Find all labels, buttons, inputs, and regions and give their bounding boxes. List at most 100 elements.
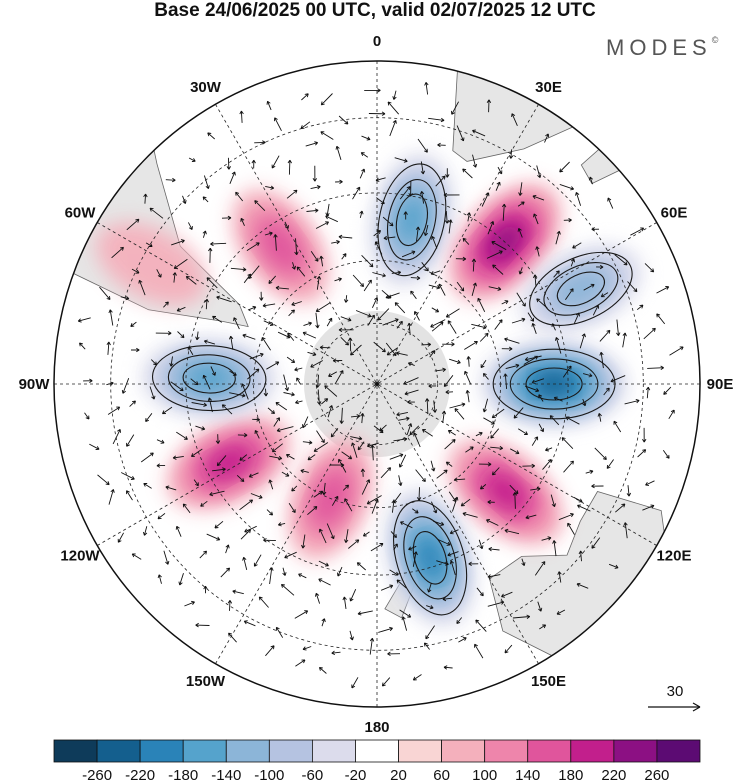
wind-arrow (669, 346, 684, 356)
anomaly-field (54, 61, 700, 707)
wind-arrow (385, 342, 397, 357)
wind-arrow (444, 210, 450, 224)
wind-arrow (348, 539, 360, 549)
wind-arrow (494, 319, 503, 330)
wind-arrow (567, 522, 575, 535)
wind-arrow (342, 484, 350, 491)
wind-arrow (531, 322, 537, 334)
wind-arrow (350, 344, 362, 356)
wind-arrow (401, 250, 416, 258)
wind-arrow (182, 503, 191, 514)
wind-arrow (229, 370, 237, 376)
wind-arrow (579, 333, 586, 349)
wind-arrow (518, 267, 523, 275)
wind-arrow (337, 566, 343, 577)
wind-arrow (254, 430, 260, 439)
wind-arrow (229, 392, 246, 398)
wind-arrow (170, 381, 184, 392)
wind-arrow (126, 434, 135, 447)
wind-arrow (130, 321, 137, 327)
wind-arrow (321, 618, 326, 627)
wind-arrow (622, 332, 627, 348)
wind-arrow (150, 359, 158, 366)
modes-logo: MODES© (606, 35, 718, 61)
wind-arrow (339, 407, 344, 424)
wind-arrow (539, 624, 547, 630)
anomaly-center-8 (141, 339, 277, 418)
wind-arrow (531, 436, 539, 446)
wind-arrow (424, 82, 429, 95)
wind-arrow (129, 400, 136, 407)
wind-arrow (156, 463, 166, 468)
colorbar-tick-label: -260 (82, 767, 112, 783)
wind-arrow (228, 335, 234, 350)
wind-arrow (393, 437, 408, 442)
wind-arrow (614, 254, 628, 266)
wind-arrow (216, 295, 232, 303)
wind-arrow (207, 132, 215, 140)
colorbar-tick-label: -180 (168, 767, 198, 783)
wind-arrow (204, 298, 209, 310)
wind-arrow (377, 308, 390, 321)
wind-arrow (513, 407, 524, 419)
wind-arrow (396, 411, 408, 417)
wind-arrow (319, 255, 324, 267)
wind-arrow (479, 484, 487, 490)
wind-arrow (184, 600, 195, 607)
wind-arrow (482, 398, 489, 413)
wind-arrow (550, 494, 556, 508)
lat-lon-grid (54, 61, 700, 707)
wind-arrow (492, 264, 504, 275)
wind-arrow (373, 341, 386, 353)
wind-arrow (393, 492, 402, 504)
colorbar-swatch (484, 739, 529, 763)
wind-arrow (565, 416, 580, 425)
wind-arrow (438, 283, 446, 296)
wind-arrow (320, 131, 334, 140)
wind-arrow (370, 543, 384, 552)
wind-arrow (185, 275, 197, 285)
wind-arrow (117, 532, 124, 543)
wind-arrow (242, 333, 256, 340)
wind-arrow (626, 485, 632, 497)
wind-arrow (400, 521, 413, 529)
wind-arrow (380, 467, 392, 479)
wind-arrow (430, 460, 436, 472)
wind-arrow (607, 197, 614, 209)
wind-arrow (432, 520, 445, 526)
wind-arrow (169, 356, 174, 367)
wind-arrow (341, 253, 347, 260)
wind-arrow (456, 617, 463, 625)
wind-arrow (318, 528, 327, 544)
wind-arrow (281, 471, 290, 477)
meridian-label-120w: 120W (60, 548, 100, 565)
wind-arrow (320, 93, 333, 106)
wind-arrow (415, 469, 426, 483)
wind-arrow (356, 562, 366, 571)
wind-arrow (190, 448, 203, 457)
wind-arrow (663, 386, 672, 395)
wind-arrow (486, 250, 503, 259)
wind-arrow (343, 295, 349, 303)
wind-arrow (576, 582, 589, 589)
wind-arrow (112, 429, 121, 445)
wind-arrow (315, 302, 331, 312)
wind-arrow (549, 415, 560, 426)
wind-arrow (582, 398, 587, 407)
contour-center-5 (393, 500, 468, 616)
wind-arrow (511, 113, 518, 126)
wind-arrow (421, 429, 433, 437)
wind-arrow (478, 462, 492, 467)
wind-arrow (221, 404, 233, 415)
contour-line (393, 500, 468, 616)
wind-arrow (460, 498, 471, 507)
wind-arrow (357, 610, 373, 616)
wind-arrow (454, 477, 466, 482)
wind-arrow (200, 500, 208, 507)
wind-arrow (591, 227, 600, 232)
wind-arrow (423, 224, 429, 237)
wind-arrow (295, 399, 303, 405)
contour-line (525, 367, 583, 401)
map-title: Base 24/06/2025 00 UTC, valid 02/07/2025… (154, 0, 596, 21)
wind-arrow (176, 306, 186, 312)
